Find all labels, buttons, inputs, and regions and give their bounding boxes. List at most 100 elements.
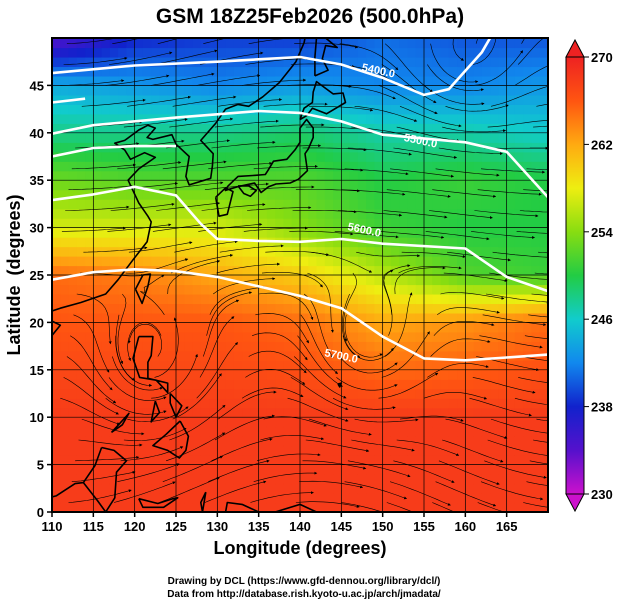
heat-cell: [498, 369, 508, 380]
heat-cell: [399, 113, 409, 124]
heat-cell: [93, 256, 103, 267]
heat-cell: [258, 94, 268, 105]
heat-cell: [333, 350, 342, 361]
heat-cell: [357, 161, 367, 172]
heat-cell: [291, 445, 301, 456]
streamline: [309, 418, 372, 436]
heat-cell: [531, 113, 541, 124]
heat-cell: [490, 341, 499, 352]
heat-cell: [481, 417, 491, 428]
heat-cell: [300, 398, 309, 409]
heat-cell: [341, 483, 351, 494]
heat-cell: [424, 66, 433, 77]
heat-cell: [531, 132, 541, 143]
heat-cell: [531, 47, 541, 58]
heat-cell: [192, 464, 202, 475]
heat-cell: [448, 132, 458, 143]
heat-cell: [93, 350, 103, 361]
streamline: [401, 251, 466, 258]
heat-cell: [167, 464, 177, 475]
heat-cell: [473, 218, 483, 229]
heat-cell: [531, 417, 541, 428]
streamline: [394, 266, 446, 295]
heat-cell: [250, 38, 260, 49]
heat-cell: [440, 502, 450, 512]
streamline: [529, 460, 548, 465]
heat-cell: [514, 246, 524, 257]
heat-cell: [481, 350, 491, 361]
streamline: [81, 98, 146, 107]
heat-cell: [415, 284, 425, 295]
heat-cell: [225, 75, 235, 86]
heat-cell: [448, 47, 458, 58]
heat-cell: [93, 493, 103, 504]
heat-cell: [457, 199, 466, 210]
heat-cell: [225, 265, 235, 276]
heat-cell: [126, 493, 136, 504]
heat-cell: [93, 132, 103, 143]
heat-cell: [266, 132, 276, 143]
heat-cell: [366, 350, 375, 361]
heat-cell: [432, 493, 442, 504]
heat-cell: [308, 493, 318, 504]
heat-cell: [176, 426, 185, 437]
heat-cell: [258, 455, 268, 466]
heat-cell: [316, 123, 326, 134]
heat-cell: [498, 464, 508, 475]
heat-cell: [333, 246, 342, 257]
heat-cell: [275, 256, 285, 267]
streamline: [536, 418, 548, 422]
heat-cell: [324, 312, 334, 323]
heat-cell: [440, 227, 450, 238]
heat-cell: [192, 445, 202, 456]
heat-cell: [250, 218, 260, 229]
heat-cell: [76, 246, 86, 257]
heat-cell: [506, 161, 516, 172]
heat-cell: [233, 350, 243, 361]
heat-cell: [176, 464, 185, 475]
heat-cell: [217, 426, 227, 437]
heat-cell: [523, 256, 533, 267]
heat-cell: [341, 56, 351, 68]
heat-cell: [52, 47, 61, 58]
heat-cell: [291, 66, 301, 77]
heat-cell: [52, 208, 61, 219]
heat-cell: [523, 322, 533, 333]
streamline: [154, 317, 179, 378]
streamline: [480, 168, 546, 174]
heat-cell: [308, 104, 318, 115]
heat-cell: [60, 293, 70, 305]
heat-cell: [68, 218, 78, 229]
heat-cell: [134, 360, 144, 371]
streamline: [514, 65, 548, 86]
heat-cell: [142, 341, 152, 352]
heat-cell: [52, 94, 61, 105]
heat-cell: [333, 123, 342, 134]
heat-cell: [523, 94, 533, 105]
heat-cell: [52, 436, 61, 447]
streamline: [305, 439, 370, 453]
heat-cell: [68, 312, 78, 323]
heat-cell: [60, 464, 70, 475]
heat-cell: [60, 180, 70, 191]
heat-cell: [118, 218, 127, 229]
heat-cell: [333, 199, 342, 210]
coastline-segment: [52, 446, 128, 512]
heat-cell: [225, 388, 235, 399]
heat-cell: [192, 331, 202, 342]
heat-cell: [192, 502, 202, 512]
heat-cell: [415, 474, 425, 485]
heat-cell: [357, 303, 367, 314]
heat-cell: [539, 464, 548, 475]
heat-cell: [176, 350, 185, 361]
heat-cell: [432, 142, 442, 153]
heat-cell: [440, 331, 450, 342]
heat-cell: [126, 388, 136, 399]
heat-cell: [432, 47, 442, 58]
heat-cell: [275, 265, 285, 276]
heat-cell: [242, 464, 251, 475]
heat-cell: [440, 75, 450, 86]
heat-cell: [465, 284, 475, 295]
heat-cell: [490, 379, 499, 390]
